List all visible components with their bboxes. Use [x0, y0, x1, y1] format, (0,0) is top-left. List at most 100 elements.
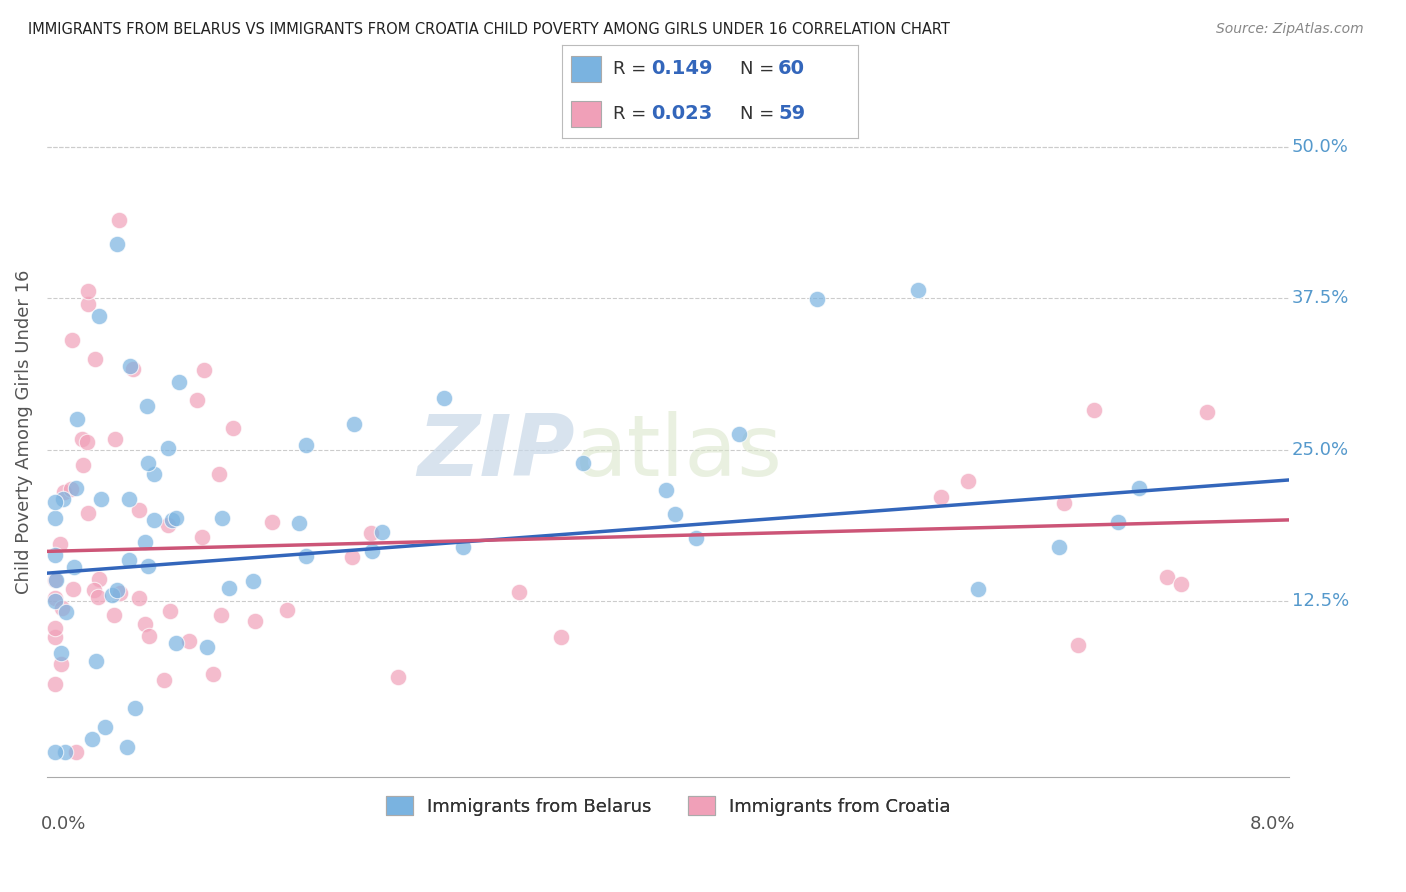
Point — [387, 670, 409, 684]
Point — [177, 634, 200, 648]
Text: R =: R = — [613, 105, 651, 123]
Point — [51, 646, 73, 660]
Point — [242, 574, 264, 589]
Point — [209, 607, 232, 622]
Point — [107, 212, 129, 227]
Point — [433, 391, 456, 405]
Point — [153, 673, 176, 688]
Point — [104, 433, 127, 447]
Point — [44, 677, 66, 691]
Point — [53, 485, 76, 500]
Text: N =: N = — [740, 105, 779, 123]
Point — [1047, 540, 1070, 554]
Point — [45, 573, 67, 587]
Text: 0.0%: 0.0% — [41, 814, 86, 832]
Point — [44, 591, 66, 606]
Point — [360, 544, 382, 558]
Point — [135, 399, 157, 413]
Text: 60: 60 — [778, 60, 806, 78]
Point — [572, 456, 595, 470]
Point — [89, 310, 111, 324]
Point — [208, 467, 231, 481]
Point — [295, 438, 318, 452]
Point — [53, 746, 76, 760]
Point — [453, 540, 475, 554]
Point — [193, 363, 215, 377]
Point — [165, 636, 187, 650]
Point — [262, 515, 284, 529]
Point — [186, 392, 208, 407]
Point — [157, 441, 180, 455]
Point — [44, 621, 66, 635]
Point — [84, 352, 107, 367]
Point — [51, 601, 73, 615]
Point — [87, 591, 110, 605]
Point — [59, 482, 82, 496]
Point — [143, 513, 166, 527]
Point — [169, 376, 191, 390]
Point — [80, 732, 103, 747]
Point — [664, 507, 686, 521]
Point — [77, 284, 100, 298]
Point — [550, 630, 572, 644]
Point — [806, 292, 828, 306]
Point — [138, 630, 160, 644]
Text: 8.0%: 8.0% — [1250, 814, 1295, 832]
Point — [49, 537, 72, 551]
Point — [44, 746, 66, 760]
Text: R =: R = — [613, 60, 651, 78]
Text: 25.0%: 25.0% — [1292, 441, 1348, 458]
Point — [343, 417, 366, 431]
Point — [156, 517, 179, 532]
Point — [655, 483, 678, 497]
Text: ZIP: ZIP — [418, 410, 575, 493]
Point — [159, 605, 181, 619]
Point — [342, 550, 364, 565]
Point — [1107, 515, 1129, 529]
Point — [66, 411, 89, 425]
Point — [76, 435, 98, 450]
Text: 0.149: 0.149 — [651, 60, 713, 78]
Point — [44, 630, 66, 644]
Point — [94, 720, 117, 734]
Point — [65, 481, 87, 495]
Point — [44, 573, 66, 587]
Point — [191, 530, 214, 544]
Legend: Immigrants from Belarus, Immigrants from Croatia: Immigrants from Belarus, Immigrants from… — [378, 789, 957, 822]
Point — [295, 549, 318, 564]
Point — [60, 333, 83, 347]
Point — [118, 491, 141, 506]
Point — [83, 582, 105, 597]
Point — [72, 458, 94, 472]
Point — [134, 617, 156, 632]
Point — [70, 432, 93, 446]
Point — [44, 594, 66, 608]
Point — [211, 510, 233, 524]
Text: 37.5%: 37.5% — [1292, 289, 1350, 307]
Text: atlas: atlas — [575, 410, 783, 493]
Point — [55, 605, 77, 619]
Point — [1195, 404, 1218, 418]
Point — [90, 492, 112, 507]
Point — [956, 474, 979, 488]
Point — [276, 602, 298, 616]
Point — [288, 516, 311, 530]
Point — [77, 297, 100, 311]
Text: 12.5%: 12.5% — [1292, 592, 1348, 610]
Point — [84, 654, 107, 668]
Point — [128, 591, 150, 606]
Point — [360, 525, 382, 540]
Point — [105, 583, 128, 598]
Point — [907, 283, 929, 297]
Point — [1170, 576, 1192, 591]
FancyBboxPatch shape — [571, 56, 600, 82]
Point — [77, 506, 100, 520]
Point — [118, 359, 141, 374]
Point — [122, 362, 145, 376]
Point — [52, 491, 75, 506]
Text: Source: ZipAtlas.com: Source: ZipAtlas.com — [1216, 22, 1364, 37]
Point — [44, 511, 66, 525]
Point — [115, 740, 138, 755]
Point — [105, 236, 128, 251]
Point — [118, 553, 141, 567]
